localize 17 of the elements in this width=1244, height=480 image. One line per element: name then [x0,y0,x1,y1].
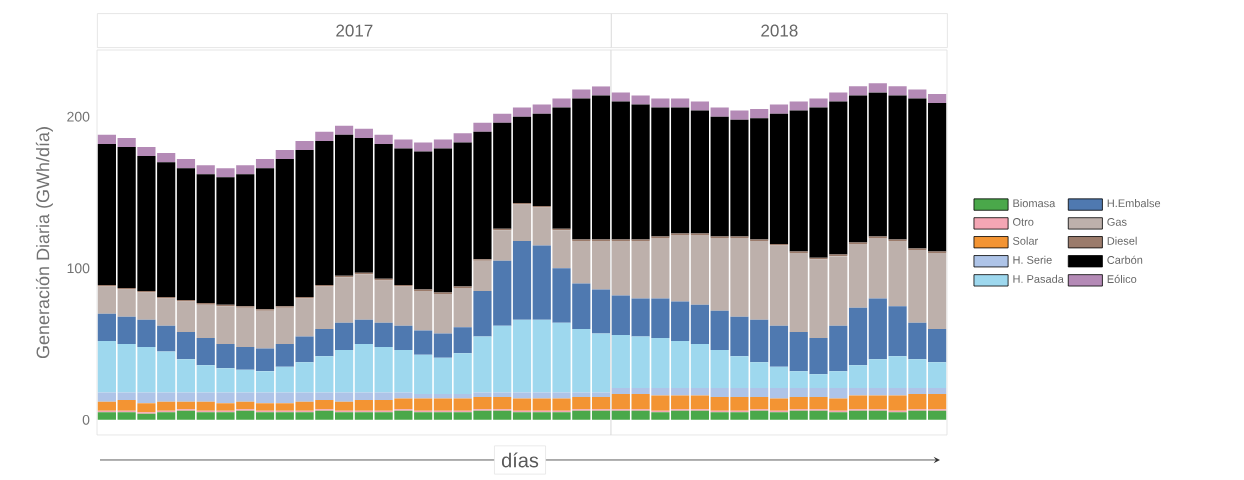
legend-label: H. Serie [1013,255,1052,264]
legend-label: Diesel [1107,236,1137,245]
chart-title: 2018 [761,24,798,37]
legend-label: Solar [1013,236,1038,245]
legend-label: Gas [1107,218,1127,226]
legend-label: H. Pasada [1013,274,1064,283]
chart-title: 2017 [336,24,373,37]
legend-label: Biomasa [1013,199,1056,208]
x-axis-title: días [501,452,539,468]
legend-label: H.Embalse [1107,199,1161,208]
legend-label: Carbón [1107,255,1143,264]
y-tick-label: 0 [82,414,90,425]
legend-label: Eólico [1107,274,1137,283]
y-tick-label: 100 [67,263,90,274]
y-axis-title: Generación Diaria (GWh/día) [35,127,53,359]
y-tick-label: 200 [67,111,90,122]
legend-label: Otro [1013,218,1034,226]
